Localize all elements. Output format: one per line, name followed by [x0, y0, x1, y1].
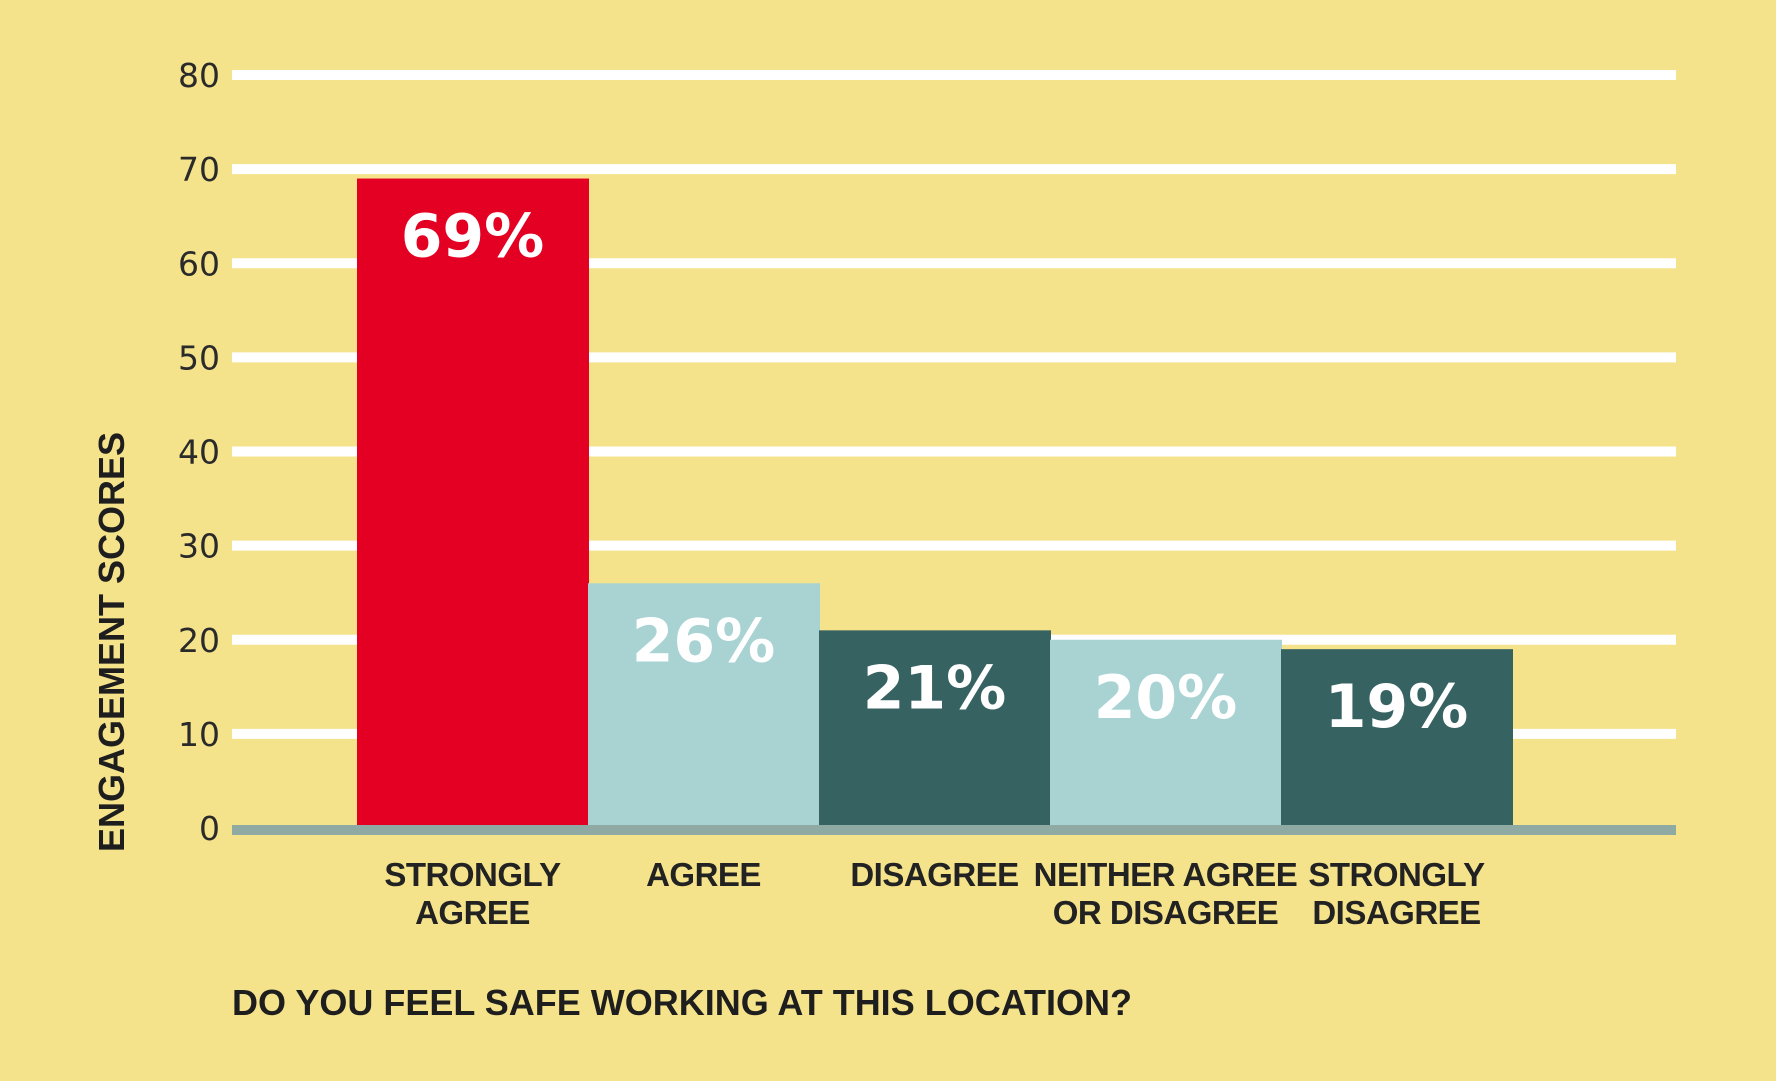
- x-category-label: OR DISAGREE: [1053, 894, 1279, 931]
- bar: [1050, 639, 1282, 828]
- gridline: [232, 446, 1676, 457]
- y-tick-label: 20: [178, 621, 220, 660]
- x-category-label: NEITHER AGREE: [1034, 856, 1298, 893]
- y-tick-label: 80: [178, 56, 220, 95]
- x-category-label: AGREE: [415, 894, 530, 931]
- y-tick-label: 70: [178, 150, 220, 189]
- y-tick-label: 10: [178, 715, 220, 754]
- bars: 69% 26% 21% 20% 19%: [357, 178, 1513, 829]
- x-category-label: DISAGREE: [850, 856, 1018, 893]
- x-category-label: STRONGLY: [384, 856, 561, 893]
- gridline: [232, 164, 1676, 175]
- bar-value-label: 20%: [1094, 663, 1238, 733]
- bar-value-label: 26%: [632, 606, 776, 676]
- bar-value-label: 69%: [401, 202, 545, 272]
- y-tick-label: 40: [178, 433, 220, 472]
- gridline: [232, 258, 1676, 269]
- y-axis-title: ENGAGEMENT SCORES: [91, 432, 132, 852]
- x-axis-title: DO YOU FEEL SAFE WORKING AT THIS LOCATIO…: [232, 982, 1132, 1023]
- bar-value-label: 21%: [863, 653, 1007, 723]
- gridline: [232, 70, 1676, 80]
- x-category-label: AGREE: [646, 856, 761, 893]
- bar-value-label: 19%: [1325, 672, 1469, 742]
- y-axis-ticks: 0 10 20 30 40 50 60 70 80: [178, 56, 220, 848]
- y-tick-label: 50: [178, 338, 220, 377]
- bar: [1281, 649, 1513, 828]
- gridline: [232, 540, 1676, 551]
- x-category-label: DISAGREE: [1312, 894, 1480, 931]
- bar: [819, 630, 1051, 828]
- gridline: [232, 352, 1676, 363]
- bar: [357, 178, 589, 829]
- bar: [588, 583, 820, 828]
- y-tick-label: 60: [178, 244, 220, 283]
- y-tick-label: 0: [199, 809, 220, 848]
- y-tick-label: 30: [178, 527, 220, 566]
- x-category-label: STRONGLY: [1308, 856, 1485, 893]
- x-axis-baseline: [232, 825, 1676, 835]
